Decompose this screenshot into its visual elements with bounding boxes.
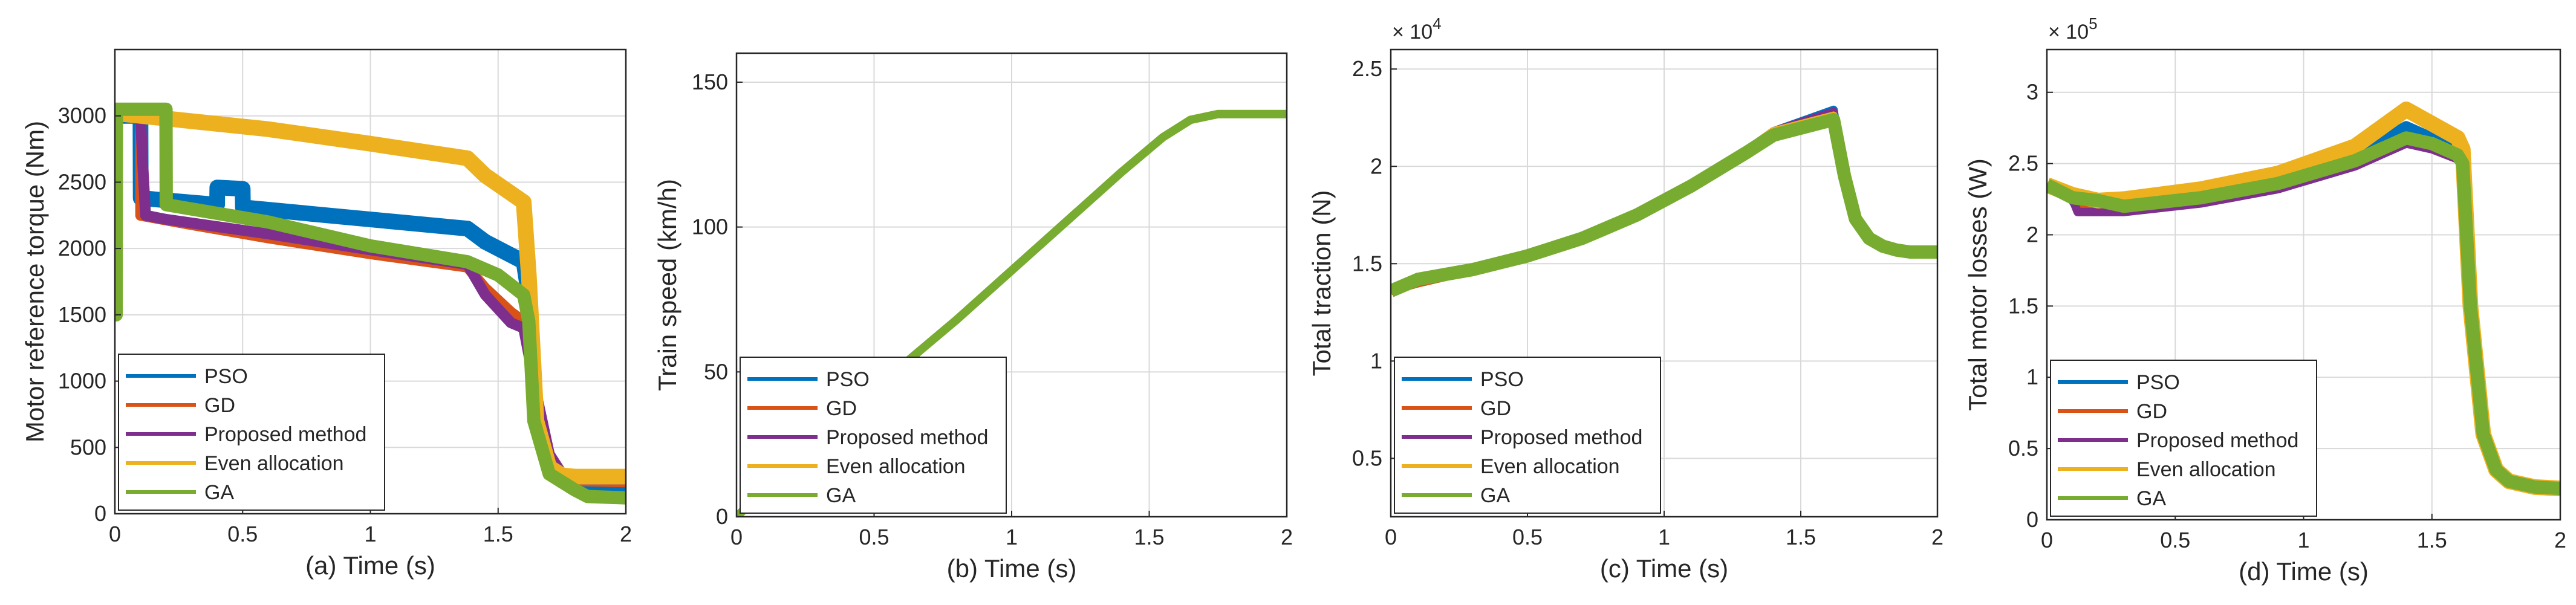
legend-label: Proposed method [2136, 429, 2298, 452]
x-tick-label: 1 [1658, 525, 1670, 549]
axis-exponent: × 105 [2048, 15, 2098, 44]
chart-c: 0 0.5 1 1.5 2 0.5 1 1.5 2 2.5 × 104 (c) Time (s) Tot… [1307, 15, 1943, 583]
y-tick-label: 500 [70, 435, 106, 459]
legend-label: Proposed method [1480, 426, 1642, 449]
series-line-ga [115, 102, 626, 505]
y-tick-label: 2 [1370, 154, 1382, 178]
legend-label: Even allocation [2136, 458, 2276, 481]
y-tick-label: 0.5 [2008, 436, 2038, 461]
y-tick-label: 2 [2026, 222, 2038, 247]
y-tick-label: 2.5 [2008, 151, 2038, 176]
series-line-ga [2047, 131, 2560, 496]
y-tick-label: 2.5 [1352, 56, 1382, 81]
x-tick-label: 0 [730, 525, 743, 549]
legend-label: GA [2136, 487, 2166, 510]
y-tick-label: 1.5 [2008, 293, 2038, 318]
axis-exponent: × 104 [1392, 15, 1442, 44]
y-tick-label: 1.5 [1352, 251, 1382, 276]
x-axis-label: (b) Time (s) [947, 554, 1077, 583]
y-tick-label: 3000 [58, 103, 106, 128]
legend-label: PSO [826, 368, 870, 391]
x-tick-label: 1 [1006, 525, 1018, 549]
x-axis-label: (a) Time (s) [305, 551, 435, 580]
y-axis-label: Total traction (N) [1307, 190, 1336, 376]
chart-d: 0 0.5 1 1.5 2 0 0.5 1 1.5 2 2.5 3 × 105 (d) Time (s) T… [1963, 15, 2566, 586]
y-axis-label: Total motor losses (W) [1963, 158, 1992, 411]
y-tick-label: 1000 [58, 369, 106, 393]
axis-exponent-power: 4 [1433, 15, 1441, 33]
legend-label: PSO [204, 365, 248, 388]
legend-label: Even allocation [826, 455, 966, 478]
legend-label: GD [204, 394, 235, 417]
x-tick-label: 2 [1281, 525, 1293, 549]
legend: PSO GD Proposed method Even allocation GA [1394, 357, 1661, 514]
chart-b: 0 0.5 1 1.5 2 0 50 100 150 (b) Time (s) Train spee… [653, 52, 1293, 583]
legend-label: Proposed method [826, 426, 988, 449]
legend-label: PSO [1480, 368, 1524, 391]
series-line-ga [1391, 113, 1937, 297]
y-tick-label: 1 [1370, 348, 1382, 373]
x-tick-label: 2 [1931, 525, 1943, 549]
x-tick-label: 0.5 [859, 525, 889, 549]
x-tick-label: 0 [109, 522, 121, 546]
x-axis-label: (c) Time (s) [1600, 554, 1728, 583]
legend-label: Even allocation [204, 452, 344, 475]
legend-label: Proposed method [204, 423, 366, 446]
axis-exponent-power: 5 [2089, 15, 2097, 33]
y-tick-label: 0 [94, 501, 106, 526]
series-group [2047, 102, 2560, 497]
legend: PSO GD Proposed method Even allocation GA [118, 354, 385, 511]
y-axis-label: Motor reference torque (Nm) [21, 121, 49, 442]
x-tick-label: 0 [2041, 528, 2053, 552]
y-tick-label: 3 [2026, 80, 2038, 105]
legend-label: GA [826, 484, 856, 507]
y-tick-label: 150 [692, 70, 728, 94]
x-tick-label: 0 [1385, 525, 1397, 549]
x-axis-label: (d) Time (s) [2239, 557, 2369, 586]
x-tick-label: 2 [2554, 528, 2566, 552]
x-tick-label: 1.5 [483, 522, 513, 546]
legend-label: GA [204, 481, 234, 504]
x-tick-label: 1.5 [1134, 525, 1164, 549]
legend-label: GD [1480, 397, 1511, 420]
x-tick-label: 0.5 [1512, 525, 1543, 549]
series-group [1391, 105, 1937, 297]
chart-a: 0 0.5 1 1.5 2 0 500 1000 1500 2000 2500 3000 (a) Tim… [21, 48, 632, 580]
y-tick-label: 0 [716, 504, 728, 529]
y-tick-label: 1500 [58, 302, 106, 327]
y-tick-label: 50 [704, 359, 728, 384]
legend: PSO GD Proposed method Even allocation GA [740, 357, 1007, 514]
y-tick-label: 0.5 [1352, 445, 1382, 470]
y-tick-label: 1 [2026, 364, 2038, 389]
legend: PSO GD Proposed method Even allocation GA [2050, 360, 2317, 517]
y-tick-label: 2500 [58, 169, 106, 194]
x-tick-label: 1 [364, 522, 376, 546]
x-tick-label: 0.5 [2160, 528, 2190, 552]
legend-label: GD [2136, 400, 2167, 423]
x-tick-label: 1.5 [2417, 528, 2447, 552]
x-tick-label: 1 [2297, 528, 2309, 552]
legend-label: GA [1480, 484, 1510, 507]
y-tick-label: 100 [692, 215, 728, 239]
x-tick-label: 2 [620, 522, 632, 546]
legend-label: Even allocation [1480, 455, 1620, 478]
y-tick-label: 2000 [58, 236, 106, 260]
x-tick-label: 0.5 [227, 522, 258, 546]
y-axis-label: Train speed (km/h) [653, 179, 681, 391]
y-tick-label: 0 [2026, 507, 2038, 532]
x-tick-label: 1.5 [1786, 525, 1816, 549]
series-group [115, 102, 626, 505]
legend-label: GD [826, 397, 857, 420]
legend-label: PSO [2136, 371, 2180, 394]
